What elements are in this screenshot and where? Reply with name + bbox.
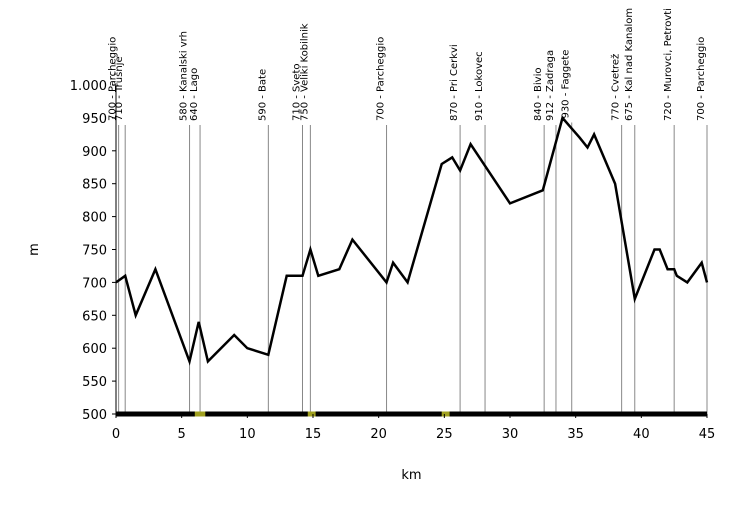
y-tick-label: 600 <box>82 342 107 357</box>
y-tick-label: 900 <box>82 145 107 160</box>
waypoint-label: 640 - Lago <box>189 68 200 121</box>
waypoint-label: 770 - Cvetrež <box>610 54 622 121</box>
x-tick-label: 35 <box>567 427 584 442</box>
waypoint-label: 930 - Faggete <box>561 50 572 119</box>
waypoint-label: 912 - Zadraga <box>545 50 556 121</box>
y-tick-label: 650 <box>82 309 107 324</box>
waypoint-label: 910 - Lokovec <box>474 51 485 121</box>
x-tick-label: 0 <box>112 427 120 442</box>
y-tick-label: 700 <box>82 276 107 291</box>
y-axis-title: m <box>27 243 42 256</box>
y-tick-label: 550 <box>82 375 107 390</box>
x-tick-label: 5 <box>178 427 186 442</box>
waypoint-label: 675 - Kal nad Kanalom <box>624 8 635 121</box>
waypoint-label: 750 - Veliki Kobilnik <box>299 23 310 121</box>
x-tick-label: 45 <box>699 427 716 442</box>
y-tick-label: 950 <box>82 112 107 127</box>
elevation-line <box>115 115 709 366</box>
x-tick-label: 30 <box>502 427 519 442</box>
x-tick-label: 15 <box>305 427 322 442</box>
waypoint-label: 710 - Sveto <box>291 63 302 121</box>
x-axis-title: km <box>401 468 421 483</box>
y-tick-label: 1.000 <box>70 79 107 94</box>
x-tick-label: 10 <box>239 427 256 442</box>
x-tick-label: 40 <box>633 427 650 442</box>
y-tick-label: 850 <box>82 178 107 193</box>
y-tick-label: 750 <box>82 244 107 259</box>
tick-layer: 500 550 600 650 700 750 800 850 900 950 1.000 0 5 10 1… <box>70 79 715 442</box>
waypoint-label: 700 - Parcheggio <box>376 37 387 121</box>
waypoint-label: 710 - Trušnje <box>113 56 125 121</box>
waypoint-label: 580 - Kanalski vrh <box>179 31 190 121</box>
y-tick-label: 500 <box>82 408 107 423</box>
waypoint-label: 700 - Parcheggio <box>696 37 707 121</box>
waypoint-label: 720 - Murovci, Petrovti <box>663 8 674 121</box>
y-tick-label: 800 <box>82 211 107 226</box>
waypoint-label: 700 - Parcheggio <box>108 37 119 121</box>
waypoint-label: 840 - Bivio <box>533 67 544 121</box>
axes <box>115 85 707 417</box>
x-tick-label: 25 <box>436 427 453 442</box>
waypoint-label: 870 - Pri Cerkvi <box>449 44 460 121</box>
waypoint-label: 590 - Bate <box>257 69 268 121</box>
x-tick-label: 20 <box>370 427 387 442</box>
